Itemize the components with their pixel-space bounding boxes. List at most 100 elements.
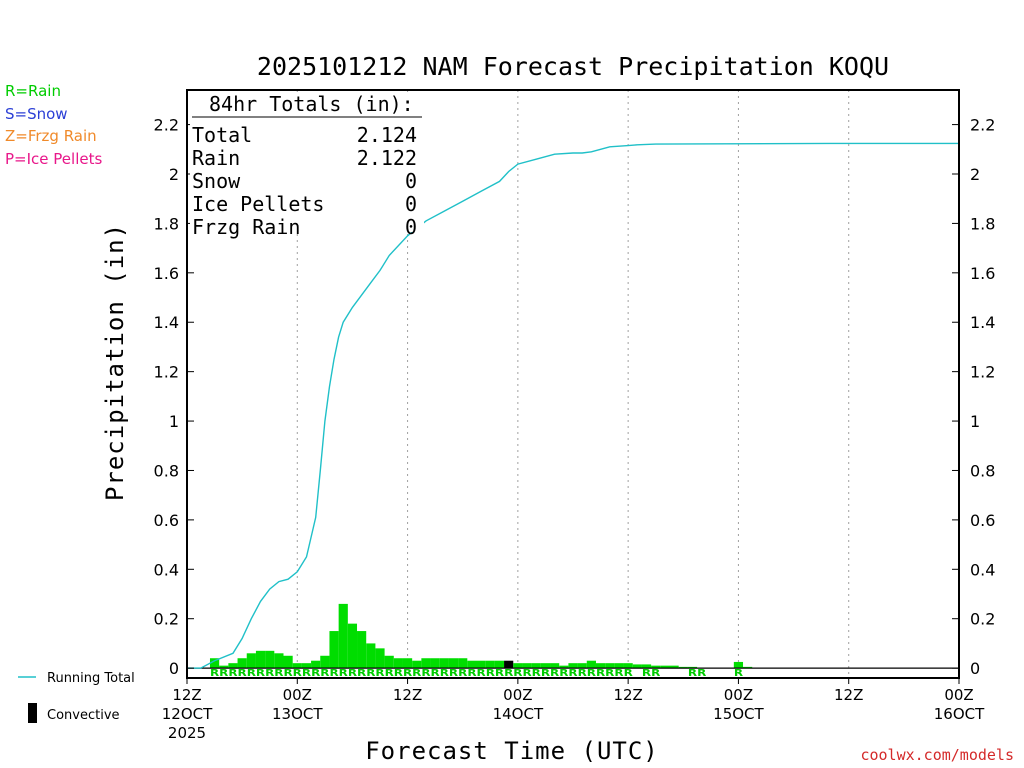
totals-value-frzg-rain: 0	[405, 215, 417, 239]
y-tick-label-right: 0.8	[970, 461, 995, 480]
precip-bar	[586, 660, 596, 669]
precip-bar	[338, 603, 348, 669]
x-tick-label: 00Z	[724, 686, 753, 704]
y-tick-label-right: 0.6	[970, 511, 995, 530]
x-tick-year: 2025	[168, 724, 206, 742]
precip-bar	[568, 663, 578, 669]
ptype-label: RR	[642, 668, 661, 679]
precip-bar	[301, 663, 312, 669]
precip-bar	[641, 664, 652, 669]
y-axis-ticks: 0 00.2 0.20.4 0.40.6 0.60.8 0.81 11.2 1.21.4 1.4…	[154, 116, 996, 679]
precip-bar	[246, 653, 256, 669]
precip-bar	[623, 663, 633, 669]
totals-value-snow: 0	[405, 169, 417, 193]
ptype-label: RRRRRRRRRRRRRRRRRRRRRRRRRRRRRRRRRRRRRRRR…	[210, 668, 633, 679]
y-tick-label-left: 1.6	[154, 264, 179, 283]
precip-bar	[605, 663, 615, 669]
ptype-legend: R=Rain S=Snow Z=Frzg Rain P=Ice Pellets	[5, 82, 102, 168]
precip-bar	[651, 665, 661, 669]
precip-bar	[274, 653, 284, 669]
x-tick-label: 00Z	[283, 686, 312, 704]
y-tick-label-left: 2	[169, 165, 179, 184]
y-tick-label-right: 0	[970, 659, 980, 678]
x-tick-date: 15OCT	[713, 705, 764, 723]
y-tick-label-right: 1.2	[970, 363, 995, 382]
precip-bar	[320, 655, 330, 669]
x-tick-label: 00Z	[944, 686, 973, 704]
totals-label-frzg-rain: Frzg Rain	[192, 215, 300, 239]
y-tick-label-left: 0.8	[154, 461, 179, 480]
precip-bar	[669, 665, 679, 669]
ptype-label: R	[734, 668, 744, 679]
precip-bar	[632, 664, 642, 669]
credit-text: coolwx.com/models	[860, 746, 1014, 764]
totals-box: 84hr Totals (in): Total 2.124 Rain 2.122…	[190, 92, 424, 239]
y-tick-label-right: 1.8	[970, 214, 995, 233]
precip-bars	[209, 603, 753, 669]
precip-bar	[384, 655, 394, 669]
running-total-line	[187, 142, 959, 669]
precip-bar	[678, 666, 688, 669]
y-tick-label-right: 0.4	[970, 560, 995, 579]
totals-header: 84hr Totals (in):	[209, 92, 414, 116]
legend-snow: S=Snow	[5, 105, 68, 123]
totals-value-rain: 2.122	[357, 146, 417, 170]
x-tick-date: 12OCT	[162, 705, 213, 723]
convective-swatch	[28, 703, 37, 723]
legend-rain: R=Rain	[5, 82, 61, 100]
y-axis-label: Precipitation (in)	[101, 223, 129, 501]
precip-bar	[265, 650, 275, 669]
totals-value-total: 2.124	[357, 123, 417, 147]
precip-bar	[209, 658, 220, 669]
precip-bar	[458, 658, 468, 669]
totals-value-ice-pellets: 0	[405, 192, 417, 216]
chart-title: 2025101212 NAM Forecast Precipitation KO…	[257, 52, 889, 81]
x-tick-label: 12Z	[834, 686, 863, 704]
plot-frame	[186, 89, 960, 679]
y-tick-label-left: 2.2	[154, 116, 179, 135]
y-tick-label-right: 1.4	[970, 313, 995, 332]
precip-bar	[476, 660, 486, 669]
convective-legend-label: Convective	[47, 708, 120, 723]
precip-bar	[467, 660, 477, 669]
precip-bar	[494, 660, 505, 669]
x-tick-label: 00Z	[503, 686, 532, 704]
precip-bar	[366, 643, 376, 669]
totals-label-rain: Rain	[192, 146, 240, 170]
x-tick-date: 16OCT	[934, 705, 985, 723]
y-tick-label-left: 1.2	[154, 363, 179, 382]
y-tick-label-left: 0	[169, 659, 179, 678]
ptype-label: RR	[688, 668, 707, 679]
totals-box-bg	[190, 92, 424, 232]
precip-bar	[550, 663, 560, 669]
precip-bar	[430, 658, 440, 669]
y-tick-label-right: 0.2	[970, 610, 995, 629]
y-tick-label-left: 1	[169, 412, 179, 431]
precip-bar	[347, 623, 358, 669]
precip-bar	[448, 658, 459, 669]
legend-frzg-rain: Z=Frzg Rain	[5, 127, 97, 145]
precip-bar	[504, 660, 514, 669]
y-tick-label-left: 0.6	[154, 511, 179, 530]
precip-bar	[237, 658, 247, 669]
precip-bar	[311, 660, 321, 669]
y-tick-label-right: 1.6	[970, 264, 995, 283]
x-axis-label: Forecast Time (UTC)	[365, 737, 659, 765]
precip-bar	[513, 663, 523, 669]
precip-bar	[660, 665, 670, 669]
ptype-row: RRRRRRRRRRRRRRRRRRRRRRRRRRRRRRRRRRRRRRRR…	[210, 668, 743, 679]
y-tick-label-left: 1.4	[154, 313, 179, 332]
precip-bar	[421, 658, 431, 669]
precip-bar	[219, 665, 229, 669]
x-tick-date: 14OCT	[493, 705, 544, 723]
precip-bar	[393, 658, 403, 669]
precip-bar	[402, 658, 413, 669]
y-tick-label-right: 1	[970, 412, 980, 431]
y-tick-label-left: 1.8	[154, 214, 179, 233]
precip-bar	[485, 660, 495, 669]
precip-bar	[228, 663, 238, 669]
y-tick-label-right: 2.2	[970, 116, 995, 135]
precip-bar	[540, 663, 551, 669]
